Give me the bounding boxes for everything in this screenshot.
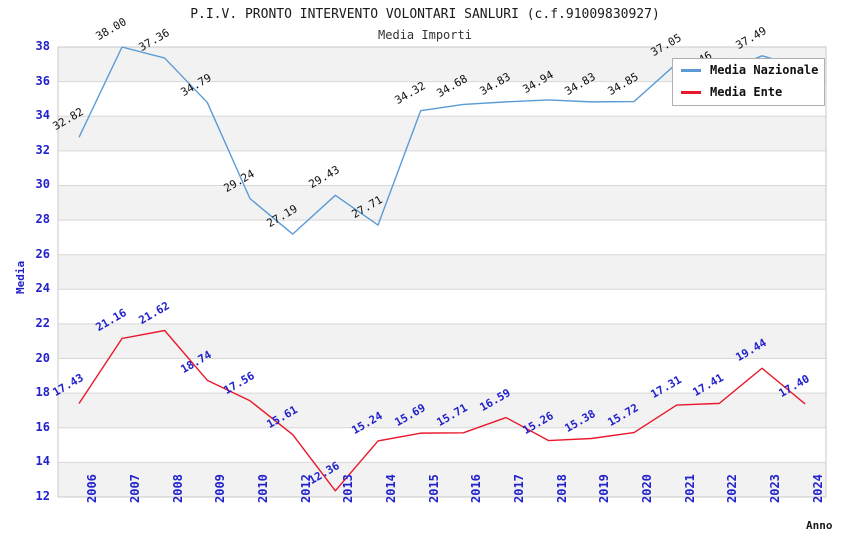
chart-title: P.I.V. PRONTO INTERVENTO VOLONTARI SANLU… bbox=[190, 7, 660, 22]
x-tick-label: 2010 bbox=[256, 474, 270, 503]
y-tick-label: 36 bbox=[35, 73, 50, 88]
legend-label-media-nazionale: Media Nazionale bbox=[710, 63, 819, 77]
x-tick-label: 2021 bbox=[682, 474, 697, 503]
x-tick-label: 2009 bbox=[213, 474, 228, 503]
legend-label-media-ente: Media Ente bbox=[710, 85, 783, 99]
x-tick-label: 2019 bbox=[597, 474, 612, 503]
y-tick-label: 32 bbox=[35, 142, 50, 157]
x-tick-label: 2015 bbox=[426, 474, 441, 503]
y-tick-label: 38 bbox=[35, 39, 50, 53]
x-tick-label: 2008 bbox=[170, 474, 185, 503]
legend-item-media-ente[interactable]: Media Ente bbox=[673, 81, 824, 103]
x-tick-label: 2024 bbox=[810, 474, 825, 503]
x-tick-label: 2013 bbox=[341, 474, 356, 503]
x-tick-label: 2017 bbox=[512, 474, 526, 503]
y-tick-label: 24 bbox=[35, 281, 50, 296]
legend-item-media-nazionale[interactable]: Media Nazionale bbox=[673, 59, 824, 81]
legend-swatch-media-nazionale bbox=[681, 68, 701, 72]
y-tick-label: 30 bbox=[35, 177, 50, 192]
y-tick-label: 16 bbox=[35, 419, 50, 434]
x-tick-label: 2016 bbox=[469, 474, 484, 503]
y-tick-label: 18 bbox=[35, 385, 50, 400]
y-tick-label: 34 bbox=[35, 108, 50, 123]
chart-subtitle: Media Importi bbox=[378, 28, 472, 42]
x-axis-title: Anno bbox=[806, 519, 833, 532]
x-tick-label: 2018 bbox=[554, 474, 569, 503]
y-tick-label: 26 bbox=[35, 246, 50, 261]
y-tick-label: 28 bbox=[35, 212, 50, 227]
y-tick-label: 20 bbox=[35, 350, 50, 365]
y-tick-label: 12 bbox=[35, 489, 50, 503]
y-tick-label: 14 bbox=[35, 454, 50, 469]
y-axis-title: Media bbox=[14, 260, 27, 294]
y-tick-label: 22 bbox=[35, 315, 50, 330]
x-tick-label: 2006 bbox=[85, 474, 100, 503]
chart-legend: Media Nazionale Media Ente bbox=[672, 58, 825, 106]
x-tick-label: 2023 bbox=[768, 474, 782, 503]
x-tick-label: 2020 bbox=[640, 474, 654, 503]
x-tick-label: 2014 bbox=[384, 474, 398, 503]
x-tick-label: 2022 bbox=[725, 474, 740, 503]
x-tick-label: 2007 bbox=[128, 474, 142, 503]
legend-swatch-media-ente bbox=[681, 90, 701, 94]
